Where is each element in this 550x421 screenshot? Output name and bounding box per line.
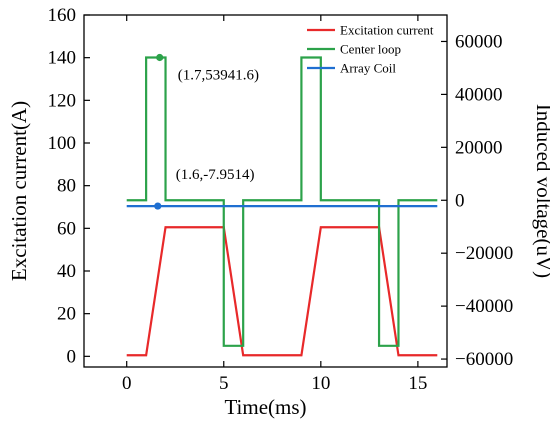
- y-left-axis-title: Excitation current(A): [7, 101, 31, 281]
- y-left-tick-label: 0: [67, 346, 77, 367]
- y-right-tick-label: −20000: [455, 243, 513, 264]
- legend: Excitation current Center loop Array Coil: [307, 23, 434, 76]
- annotation-label: (1.7,53941.6): [178, 68, 259, 84]
- y-right-tick-label: 60000: [455, 31, 503, 52]
- annotation-point: [156, 53, 164, 62]
- y-right-tick-label: 0: [455, 190, 465, 211]
- y-left-tick-label: 60: [57, 218, 76, 239]
- y-left-tick-label: 100: [48, 133, 77, 154]
- x-tick-label: 15: [408, 373, 427, 394]
- series-line-excitation-current: [126, 226, 438, 357]
- y-left-tick-label: 140: [48, 48, 77, 69]
- y-right-axis-title: Induced voltage(uV): [532, 104, 550, 278]
- annotation-layer: (1.7,53941.6) (1.6,-7.9514): [154, 53, 259, 210]
- ticks-group: 0 5 10 15 0 20 40 60 80 100 120 140 160 60000 40000 200…: [48, 5, 514, 394]
- x-tick-label: 10: [311, 373, 330, 394]
- y-right-tick-label: −40000: [455, 296, 513, 317]
- x-axis-title: Time(ms): [224, 395, 306, 419]
- y-right-tick-label: 20000: [455, 137, 503, 158]
- legend-label: Center loop: [340, 42, 401, 57]
- series-layer: [126, 56, 438, 357]
- legend-label: Array Coil: [340, 61, 396, 76]
- x-tick-label: 0: [122, 373, 132, 394]
- legend-label: Excitation current: [340, 23, 434, 38]
- x-tick-label: 5: [219, 373, 229, 394]
- y-left-tick-label: 80: [57, 176, 76, 197]
- annotation-point: [154, 202, 162, 210]
- annotation-label: (1.6,-7.9514): [176, 167, 255, 183]
- y-left-tick-label: 40: [57, 261, 76, 282]
- y-right-tick-label: 40000: [455, 84, 503, 105]
- y-left-tick-label: 160: [48, 5, 77, 26]
- plot-frame: [83, 14, 448, 368]
- y-left-tick-label: 120: [48, 90, 77, 111]
- y-left-tick-label: 20: [57, 304, 76, 325]
- y-right-tick-label: −60000: [455, 349, 513, 370]
